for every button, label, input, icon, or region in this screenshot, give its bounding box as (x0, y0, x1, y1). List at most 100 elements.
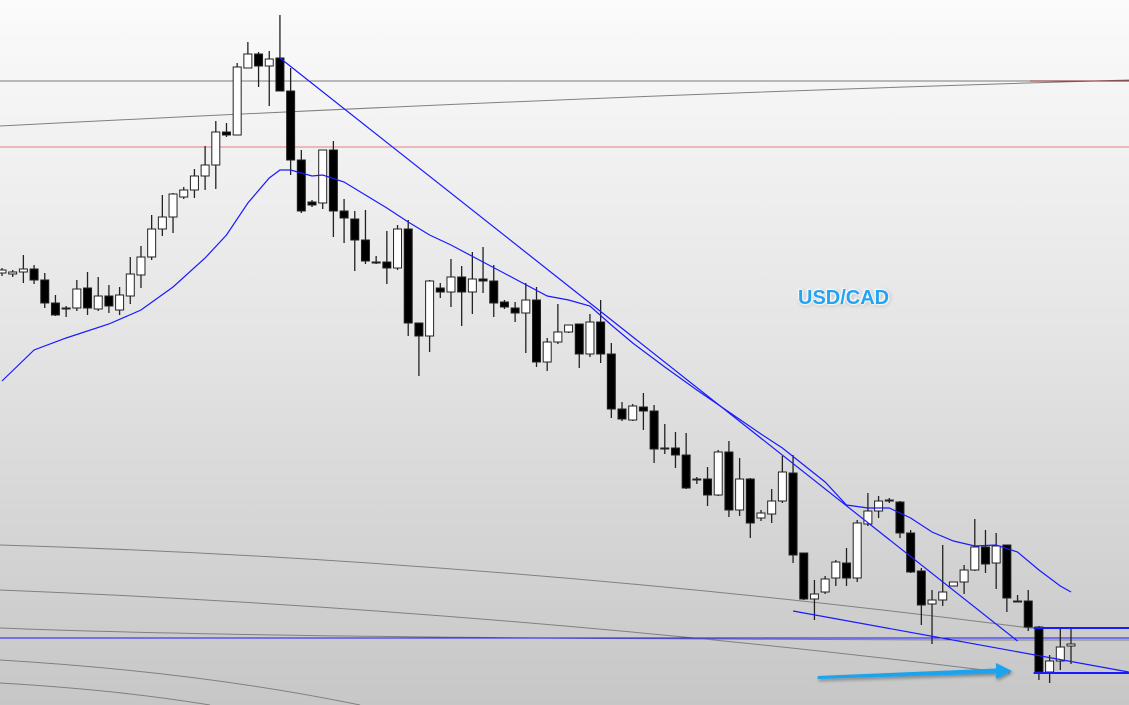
candle (307, 200, 317, 207)
candle-body-down (360, 239, 370, 262)
candle (296, 150, 306, 213)
candle (564, 324, 574, 333)
candle-body-down (435, 287, 445, 293)
candle (168, 193, 178, 233)
candle-body-up (564, 324, 574, 333)
candle (788, 455, 798, 563)
candle (478, 247, 488, 293)
candle (179, 187, 189, 199)
candle-body-down (40, 279, 50, 304)
candle-body-up (1045, 660, 1055, 673)
candle-body-up (393, 228, 403, 269)
candle-body-down (606, 353, 616, 410)
candle-body-down (1002, 544, 1012, 599)
candle (649, 405, 659, 463)
candle (200, 146, 210, 190)
candle-body-up (542, 341, 552, 363)
candle (895, 501, 905, 538)
candle (1034, 626, 1044, 680)
candle-body-down (681, 454, 691, 489)
candle (767, 489, 777, 523)
candle (1023, 590, 1033, 631)
candle (703, 467, 713, 506)
candle-body-down (574, 323, 584, 355)
candle (93, 277, 103, 311)
candle-body-down (254, 53, 264, 67)
candle-body-down (906, 532, 916, 573)
candle (1045, 655, 1055, 683)
candle-body-up (1055, 646, 1065, 662)
candle (467, 252, 477, 314)
candle-body-up (713, 451, 723, 496)
candle (660, 424, 670, 454)
candle-body-up (1066, 643, 1076, 647)
candle-body-down (350, 218, 360, 241)
candle-body-down (29, 268, 39, 281)
moving-average-line (1, 169, 1072, 593)
candle-body-down (788, 472, 798, 556)
candle (735, 458, 745, 516)
candle-body-up (692, 478, 702, 481)
candle (371, 256, 381, 264)
candle (446, 259, 456, 307)
candle-body-down (703, 478, 713, 496)
candle-body-down (1034, 626, 1044, 673)
candle (83, 272, 93, 315)
candle (232, 63, 242, 136)
candle (884, 498, 894, 503)
candle (136, 246, 146, 288)
candle-body-down (649, 410, 659, 450)
candle (553, 304, 563, 344)
candle (50, 295, 60, 316)
candle-body-up (157, 216, 167, 230)
candle-body-up (467, 278, 477, 293)
gray-curve (0, 589, 1011, 674)
horizontal-levels (0, 80, 1129, 639)
candle (425, 280, 435, 352)
candle (61, 306, 71, 317)
candle (157, 195, 167, 236)
candle-body-up (264, 58, 274, 67)
candle-body-up (18, 268, 28, 273)
candle-body-down (83, 287, 93, 309)
candle-body-up (147, 228, 157, 258)
candle-body-down (670, 447, 680, 456)
candle-body-down (414, 322, 424, 337)
candle-body-up (948, 581, 958, 587)
candle (1066, 629, 1076, 664)
candle (318, 149, 328, 209)
candle (585, 314, 595, 357)
candle-body-up (959, 569, 969, 583)
candle (414, 322, 424, 376)
candle-body-up (767, 500, 777, 515)
candle (435, 283, 445, 298)
candle (499, 300, 509, 309)
overlays (1, 57, 1129, 679)
candle-body-down (916, 570, 926, 606)
candle-body-up (425, 280, 435, 337)
candle-body-up (446, 276, 456, 293)
candle (403, 220, 413, 336)
candle (916, 568, 926, 625)
candle (254, 52, 264, 87)
candle-body-up (115, 294, 125, 311)
candle (510, 302, 520, 322)
candle (756, 510, 766, 521)
candle (959, 565, 969, 594)
candle (275, 15, 285, 92)
candle (286, 68, 296, 175)
candle (948, 581, 958, 587)
candle (713, 450, 723, 496)
candle (831, 560, 841, 586)
candle-body-down (799, 552, 809, 600)
candle-body-up (200, 164, 210, 177)
candle (799, 552, 809, 600)
trendline (792, 610, 1129, 673)
candle (596, 300, 606, 363)
candle (574, 323, 584, 368)
candle-body-down (980, 546, 990, 565)
candle-body-down (371, 261, 381, 264)
candle-body-up (991, 545, 1001, 564)
candle (104, 285, 114, 313)
candle (809, 580, 819, 620)
